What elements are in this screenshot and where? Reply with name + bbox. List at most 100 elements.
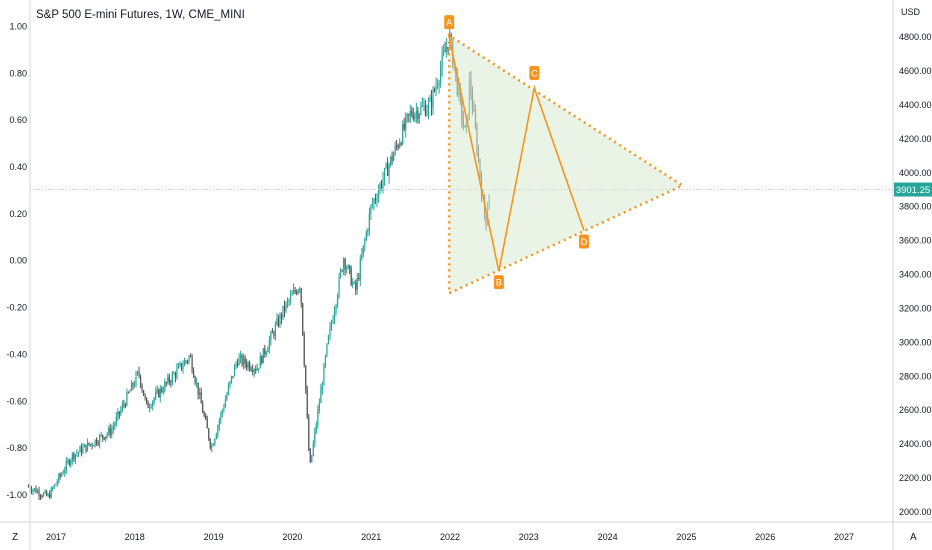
candle-body xyxy=(230,375,233,382)
time-zone-button[interactable]: Z xyxy=(12,532,19,543)
candle-body xyxy=(382,179,384,188)
candle-body xyxy=(261,356,263,364)
left-scale-tick-label: 0.80 xyxy=(9,68,27,78)
candle-body xyxy=(244,357,246,364)
candle-body xyxy=(68,460,70,465)
candle-body xyxy=(329,326,331,336)
candle-body xyxy=(133,384,136,387)
candle-body xyxy=(155,391,157,399)
candle-body xyxy=(288,300,290,302)
candle-body xyxy=(383,168,386,180)
candle-body xyxy=(343,259,345,272)
left-scale-tick-label: -0.80 xyxy=(6,443,27,453)
candle-body xyxy=(85,444,87,451)
candle-body xyxy=(267,349,269,353)
candle-body xyxy=(115,416,117,424)
candle-body xyxy=(179,363,181,366)
pattern-point-b[interactable]: B xyxy=(493,275,504,290)
candle-body xyxy=(268,340,270,350)
candle-body xyxy=(352,282,354,286)
candle-body xyxy=(302,303,304,335)
price-scale-unit: USD xyxy=(901,7,921,17)
candle-body xyxy=(367,230,369,232)
candle-body xyxy=(362,245,364,255)
candle-body xyxy=(308,417,310,451)
pattern-point-c[interactable]: C xyxy=(529,66,540,80)
candle-body xyxy=(373,199,375,204)
candle-body xyxy=(443,51,445,55)
candle-body xyxy=(283,305,286,311)
candle-body xyxy=(32,489,34,492)
candle-body xyxy=(173,373,175,375)
candle-body xyxy=(53,484,55,489)
candle-body xyxy=(117,411,119,417)
candle-body xyxy=(394,145,396,154)
candle-body xyxy=(312,443,314,456)
candle-body xyxy=(153,398,155,402)
candle-body xyxy=(239,355,242,358)
candle-body xyxy=(197,382,199,395)
candle-body xyxy=(355,282,357,290)
candle-body xyxy=(303,334,305,366)
current-price-label: 3901.25 xyxy=(896,185,930,196)
candle-body xyxy=(218,420,220,427)
candle-body xyxy=(141,385,143,391)
candle-body xyxy=(293,289,295,294)
candle-body xyxy=(52,488,54,490)
candle-body xyxy=(79,446,81,453)
pattern-label-badge xyxy=(529,66,540,80)
pattern-point-a[interactable]: A xyxy=(444,15,455,30)
candle-body xyxy=(86,442,89,451)
auto-scale-button[interactable]: A xyxy=(910,532,917,543)
left-scale-tick-label: 0.60 xyxy=(9,115,27,125)
candle-body xyxy=(59,474,61,476)
price-tick-label: 2400.00 xyxy=(899,439,932,449)
candle-body xyxy=(120,409,122,415)
candle-body xyxy=(192,370,195,378)
candle-body xyxy=(185,361,187,363)
candle-body xyxy=(247,363,249,368)
price-tick-label: 4400.00 xyxy=(899,100,932,110)
candle-body xyxy=(61,473,63,476)
price-tick-label: 2800.00 xyxy=(899,371,932,381)
pattern-label-badge xyxy=(444,15,455,30)
pattern-point-d[interactable]: D xyxy=(578,234,589,249)
price-tick-label: 4800.00 xyxy=(899,32,932,42)
candle-body xyxy=(214,438,216,445)
candle-body xyxy=(96,439,98,444)
candle-body xyxy=(444,51,446,53)
candle-body xyxy=(224,399,227,408)
candle-body xyxy=(149,407,151,409)
triangle-pattern-area[interactable] xyxy=(447,33,686,296)
candle-body xyxy=(368,213,370,231)
price-tick-label: 3600.00 xyxy=(899,236,932,246)
candle-body xyxy=(436,85,439,87)
pattern-label-badge xyxy=(578,234,589,249)
left-scale-tick-label: -0.60 xyxy=(6,396,27,406)
candle-body xyxy=(83,444,86,448)
candle-body xyxy=(180,363,183,369)
candle-body xyxy=(259,356,261,369)
candle-body xyxy=(211,445,213,448)
candle-body xyxy=(136,371,139,375)
candle-body xyxy=(236,363,239,366)
candle-body xyxy=(102,434,104,438)
candle-body xyxy=(212,444,214,446)
candle-body xyxy=(396,145,398,147)
pattern-zigzag[interactable] xyxy=(448,36,585,272)
time-tick-label: 2019 xyxy=(204,532,224,542)
candle-body xyxy=(56,481,58,485)
candle-body xyxy=(311,455,313,462)
candle-body xyxy=(402,124,404,144)
pattern-overlay[interactable]: A B C D xyxy=(444,15,686,296)
candle-body xyxy=(159,388,161,398)
candle-body xyxy=(356,278,358,290)
left-scale-tick-label: -1.00 xyxy=(6,490,27,500)
candle-body xyxy=(77,452,80,454)
symbol-title[interactable]: S&P 500 E-mini Futures, 1W, CME_MINI xyxy=(36,9,245,21)
candle-body xyxy=(111,429,113,436)
candle-body xyxy=(189,356,192,358)
pattern-label-text: B xyxy=(496,278,502,288)
candle-body xyxy=(183,361,186,366)
